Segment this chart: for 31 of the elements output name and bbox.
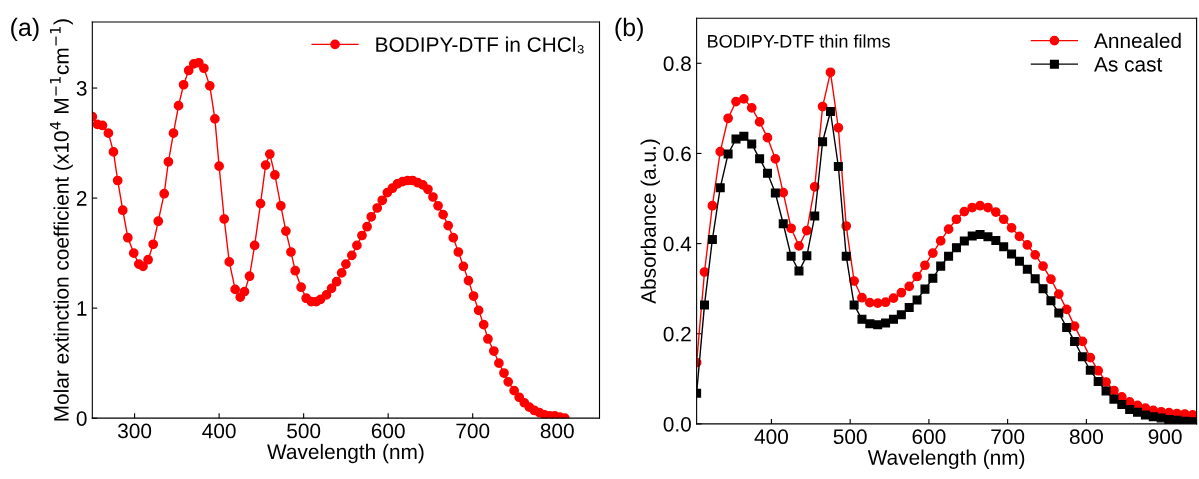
x-tick-label: 500	[833, 429, 867, 445]
text: (a)	[11, 17, 39, 42]
annotation: BODIPY-DTF thin films	[708, 34, 890, 48]
legend-label: BODIPY-DTF in CHCl₃	[376, 36, 584, 54]
x-tick-label: 400	[754, 429, 788, 445]
legend-label: As cast	[1094, 57, 1163, 72]
x-tick-label: 400	[202, 423, 236, 439]
y-tick-label: 3	[76, 81, 87, 96]
x-tick-label: 800	[1069, 429, 1103, 445]
y-tick-label: 0.0	[663, 416, 691, 432]
text: (b)	[615, 17, 643, 42]
x-axis-title: Wavelength (nm)	[267, 443, 424, 464]
x-tick-label: 300	[118, 423, 152, 439]
y-tick-label: 0.4	[663, 236, 692, 252]
x-tick-label: 600	[912, 429, 946, 445]
x-tick-label: 700	[991, 429, 1025, 445]
y-tick-label: 0.2	[663, 326, 691, 342]
x-tick-label: 500	[287, 423, 321, 439]
y-tick-label: 0.8	[663, 56, 691, 72]
y-axis-title: Absorbance (a.u.)	[640, 139, 661, 304]
y-tick-label: 1	[77, 301, 87, 316]
y-tick-label: 0.6	[663, 146, 691, 162]
x-tick-label: 800	[540, 423, 574, 439]
y-axis-title: Molar extinction coefficient (x10$^{4}$ M$^{−1}$cm$^{−1}$)	[49, 19, 73, 421]
legend-label: Annealed	[1094, 32, 1181, 49]
y-tick-label: 0	[76, 411, 87, 426]
y-tick-label: 2	[76, 191, 87, 206]
x-tick-label: 700	[456, 423, 490, 439]
x-tick-label: 900	[1148, 429, 1182, 445]
x-tick-label: 600	[371, 423, 405, 439]
x-axis-title: Wavelength (nm)	[867, 449, 1025, 470]
